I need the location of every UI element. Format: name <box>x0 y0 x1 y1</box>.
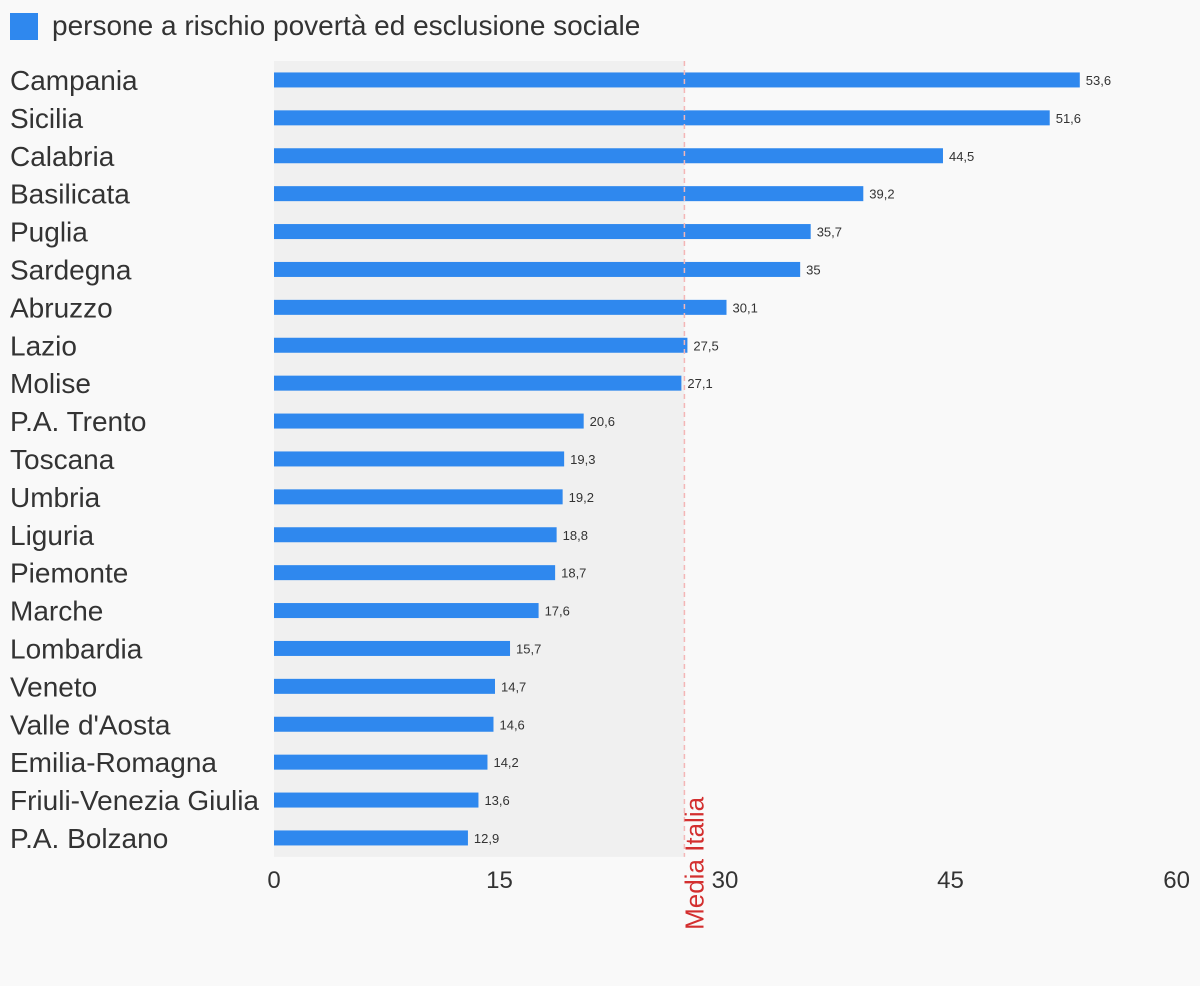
value-label-9: 20,6 <box>590 414 615 429</box>
value-label-7: 27,5 <box>693 338 718 353</box>
category-label-5: Sardegna <box>10 254 132 285</box>
category-label-14: Marche <box>10 596 103 627</box>
category-label-19: Friuli-Venezia Giulia <box>10 785 259 816</box>
value-label-10: 19,3 <box>570 452 595 467</box>
value-label-1: 51,6 <box>1056 111 1081 126</box>
category-label-6: Abruzzo <box>10 292 113 323</box>
value-label-0: 53,6 <box>1086 73 1111 88</box>
bar-11 <box>274 489 563 505</box>
bar-13 <box>274 565 556 581</box>
bar-18 <box>274 754 488 770</box>
bar-7 <box>274 337 688 353</box>
category-label-4: Puglia <box>10 217 88 248</box>
value-label-5: 35 <box>806 262 820 277</box>
value-label-2: 44,5 <box>949 149 974 164</box>
value-label-17: 14,6 <box>499 717 524 732</box>
bar-17 <box>274 716 494 732</box>
bar-3 <box>274 186 864 202</box>
category-label-7: Lazio <box>10 330 77 361</box>
bar-4 <box>274 224 811 240</box>
bar-12 <box>274 527 557 543</box>
category-label-1: Sicilia <box>10 103 84 134</box>
value-label-18: 14,2 <box>493 755 518 770</box>
value-label-3: 39,2 <box>869 187 894 202</box>
category-label-3: Basilicata <box>10 179 130 210</box>
bar-1 <box>274 110 1050 126</box>
category-label-16: Veneto <box>10 671 97 702</box>
bar-6 <box>274 299 727 315</box>
category-label-15: Lombardia <box>10 633 143 664</box>
legend-label: persone a rischio povertà ed esclusione … <box>52 10 641 41</box>
category-label-9: P.A. Trento <box>10 406 146 437</box>
bar-9 <box>274 413 584 429</box>
x-tick-label-1: 15 <box>486 867 513 894</box>
reference-label: Media Italia <box>679 796 709 929</box>
bar-2 <box>274 148 943 164</box>
value-label-11: 19,2 <box>569 490 594 505</box>
value-label-14: 17,6 <box>545 604 570 619</box>
category-label-0: Campania <box>10 65 138 96</box>
value-label-4: 35,7 <box>817 225 842 240</box>
value-label-6: 30,1 <box>733 300 758 315</box>
value-label-19: 13,6 <box>484 793 509 808</box>
x-tick-label-0: 0 <box>267 867 280 894</box>
x-tick-label-3: 45 <box>937 867 964 894</box>
bar-19 <box>274 792 479 808</box>
value-label-15: 15,7 <box>516 641 541 656</box>
category-label-13: Piemonte <box>10 558 128 589</box>
bar-8 <box>274 375 682 391</box>
bar-16 <box>274 678 495 694</box>
category-label-12: Liguria <box>10 520 94 551</box>
value-label-16: 14,7 <box>501 679 526 694</box>
category-label-10: Toscana <box>10 444 115 475</box>
x-tick-label-2: 30 <box>712 867 739 894</box>
value-label-20: 12,9 <box>474 831 499 846</box>
category-label-17: Valle d'Aosta <box>10 709 171 740</box>
legend-swatch <box>10 12 38 40</box>
bar-14 <box>274 603 539 619</box>
category-label-8: Molise <box>10 368 91 399</box>
bar-5 <box>274 261 801 277</box>
value-label-12: 18,8 <box>563 528 588 543</box>
legend: persone a rischio povertà ed esclusione … <box>10 10 640 42</box>
category-label-11: Umbria <box>10 482 101 513</box>
bar-10 <box>274 451 565 467</box>
bar-0 <box>274 72 1080 88</box>
value-label-8: 27,1 <box>687 376 712 391</box>
category-label-20: P.A. Bolzano <box>10 823 168 854</box>
bar-20 <box>274 830 468 846</box>
value-label-13: 18,7 <box>561 566 586 581</box>
x-tick-label-4: 60 <box>1163 867 1190 894</box>
category-label-18: Emilia-Romagna <box>10 747 217 778</box>
category-label-2: Calabria <box>10 141 115 172</box>
bar-15 <box>274 640 511 656</box>
